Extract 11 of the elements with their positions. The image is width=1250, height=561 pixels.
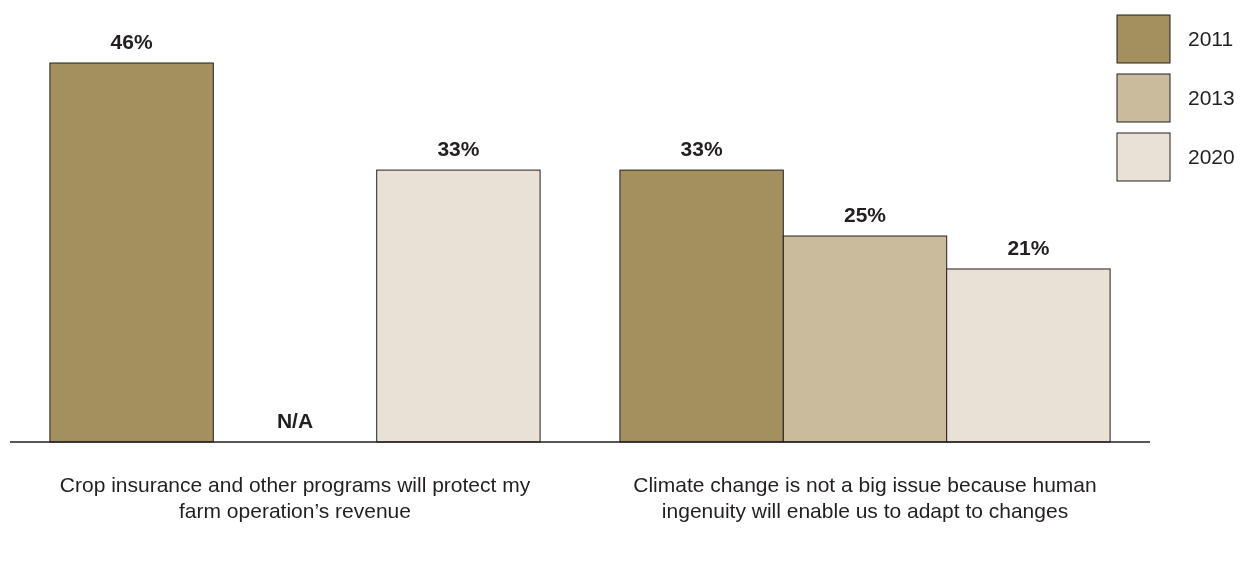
legend-label: 2013 [1188, 86, 1235, 109]
data-label: 21% [1007, 235, 1050, 259]
x-tick-label: Climate change is not a big issue because human ingenuity will enable us to adapt to changes [633, 473, 1097, 523]
data-label: 25% [843, 203, 887, 227]
x-tick-label: Crop insurance and other programs will protect my farm operation’s revenue [59, 473, 531, 523]
data-label: 46% [110, 30, 153, 53]
legend-label: 2020 [1188, 145, 1235, 168]
data-label: 33% [437, 137, 480, 161]
data-label: 33% [680, 137, 723, 161]
legend-label: 2011 [1188, 27, 1234, 50]
text: N/A [276, 409, 314, 432]
